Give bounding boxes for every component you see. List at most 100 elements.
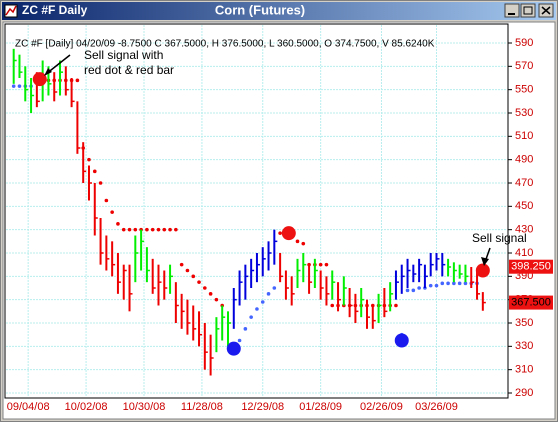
- x-tick-label: 02/26/09: [360, 401, 403, 413]
- stop-dot: [434, 283, 439, 288]
- stop-dot: [318, 262, 323, 267]
- price-tag-label: 367.500: [511, 296, 551, 308]
- y-tick-label: 350: [515, 317, 533, 329]
- stop-dot: [185, 268, 190, 273]
- arrow-head: [44, 68, 52, 76]
- stop-dot: [110, 210, 114, 214]
- stop-dot: [405, 288, 410, 293]
- plot-frame: [4, 23, 509, 399]
- stop-dot: [150, 227, 155, 232]
- title-bar: [2, 2, 556, 20]
- stop-dot: [162, 227, 167, 232]
- stop-dot: [266, 292, 271, 296]
- stop-dot: [394, 303, 398, 308]
- x-tick-label: 03/26/09: [415, 401, 458, 413]
- stop-dot: [295, 239, 300, 244]
- y-tick-label: 430: [515, 224, 533, 236]
- plot: [6, 25, 507, 397]
- stop-dot: [98, 181, 103, 185]
- stop-dot: [243, 327, 248, 331]
- stop-dot: [440, 281, 445, 286]
- stop-dot: [121, 227, 126, 232]
- x-tick-label: 10/02/08: [65, 401, 108, 413]
- stop-dot: [87, 157, 91, 162]
- info-line: ZC #F [Daily] 04/20/09 -8.7500 C 367.500…: [15, 39, 435, 50]
- stop-dot: [168, 227, 172, 232]
- signal-dot: [226, 341, 241, 356]
- arrow-head: [481, 257, 489, 266]
- signal-dot: [32, 72, 47, 87]
- stop-dot: [428, 283, 433, 288]
- stop-dot: [452, 281, 456, 286]
- y-tick-label: 590: [515, 37, 533, 49]
- stop-dot: [272, 286, 277, 290]
- stop-dot: [75, 78, 80, 83]
- stop-dot: [92, 169, 97, 174]
- y-tick-label: 450: [515, 200, 533, 212]
- stop-dot: [463, 281, 468, 286]
- window-buttons[interactable]: [504, 3, 554, 18]
- stop-dot: [133, 227, 138, 232]
- minimize-button[interactable]: [504, 3, 520, 18]
- y-tick-label: 490: [515, 154, 533, 166]
- stop-dot: [237, 338, 242, 343]
- stop-dot: [104, 198, 109, 203]
- stop-dot: [278, 231, 282, 235]
- stop-dot: [260, 300, 265, 304]
- chart-title: Corn (Futures): [215, 2, 305, 17]
- stop-dot: [191, 274, 196, 279]
- stop-dot: [457, 281, 462, 286]
- y-tick-label: 470: [515, 177, 533, 189]
- stop-dot: [145, 227, 149, 232]
- stop-dot: [197, 280, 201, 284]
- signal-dot: [475, 263, 490, 278]
- stop-dot: [116, 222, 120, 226]
- stop-dot: [249, 315, 253, 319]
- price-tag: [509, 295, 553, 310]
- stop-dot: [179, 262, 184, 267]
- annotation-line: Sell signal with: [84, 48, 163, 62]
- annotation-2: Sell signal: [472, 231, 527, 266]
- y-tick-label: 530: [515, 107, 533, 119]
- y-tick-label: 310: [515, 364, 533, 376]
- stop-dot: [255, 307, 259, 311]
- stop-dot: [156, 227, 161, 232]
- stop-dot: [208, 292, 213, 296]
- stop-dot: [174, 227, 178, 232]
- y-tick-label: 410: [515, 247, 533, 259]
- price-tag-label: 398.250: [511, 261, 551, 273]
- maximize-glyph: [523, 6, 533, 15]
- signal-dot: [281, 226, 296, 241]
- stop-dot: [17, 84, 22, 88]
- signal-dot: [394, 333, 409, 348]
- stop-dot: [127, 227, 132, 232]
- stop-dot: [324, 262, 329, 267]
- y-tick-label: 570: [515, 60, 533, 72]
- stop-dot: [330, 303, 335, 308]
- stop-dot: [203, 286, 207, 290]
- y-tick-label: 290: [515, 387, 533, 399]
- window-title: ZC #F Daily: [22, 3, 88, 17]
- x-tick-label: 11/28/08: [181, 401, 223, 413]
- x-tick-label: 09/04/08: [7, 401, 50, 413]
- x-tick-label: 12/29/08: [241, 401, 284, 413]
- close-glyph: [541, 6, 551, 15]
- maximize-button[interactable]: [520, 3, 536, 18]
- y-tick-label: 330: [515, 340, 533, 352]
- stop-dot: [301, 241, 306, 246]
- x-tick-label: 01/28/09: [299, 401, 342, 413]
- x-tick-label: 10/30/08: [123, 401, 166, 413]
- stop-dot: [411, 288, 416, 293]
- annotation-1: Sell signal with red dot & red bar: [44, 48, 174, 77]
- annotation-line: Sell signal: [472, 231, 527, 245]
- y-tick-label: 550: [515, 84, 533, 96]
- annotation-line: red dot & red bar: [84, 63, 174, 77]
- stop-dot: [11, 84, 16, 88]
- icon-glyph: [5, 5, 17, 16]
- y-tick-label: 510: [515, 130, 533, 142]
- stop-dot: [417, 286, 421, 290]
- stop-dot: [446, 281, 450, 286]
- price-tag: [509, 259, 553, 274]
- stop-dot: [214, 297, 219, 302]
